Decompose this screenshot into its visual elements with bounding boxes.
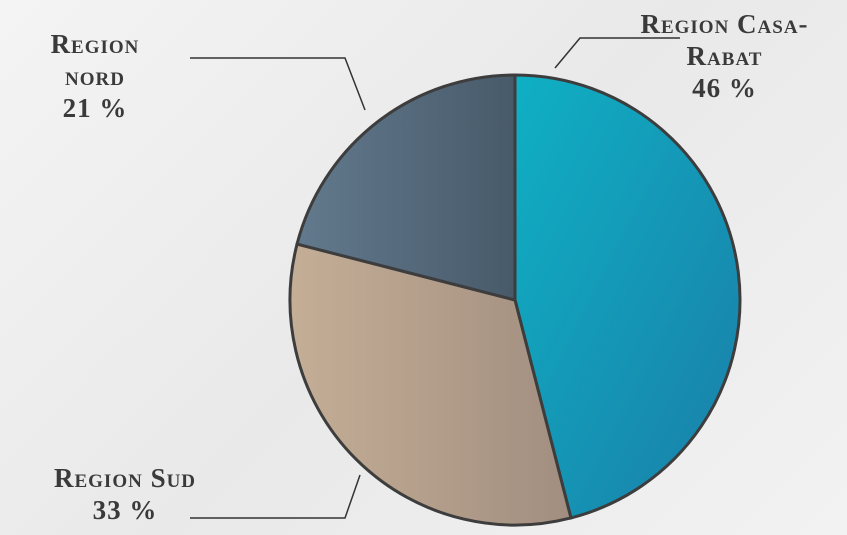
value-label: 33 % — [0, 494, 250, 526]
category-label: Region Sud — [0, 462, 250, 494]
category-label: Region Casa-Rabat — [612, 8, 837, 72]
leader-line — [190, 58, 365, 110]
value-label: 21 % — [20, 92, 170, 124]
chart: Region Casa-Rabat46 %Region Sud33 %Regio… — [0, 0, 847, 535]
value-label: 46 % — [612, 72, 837, 104]
category-label: Region nord — [20, 28, 170, 92]
